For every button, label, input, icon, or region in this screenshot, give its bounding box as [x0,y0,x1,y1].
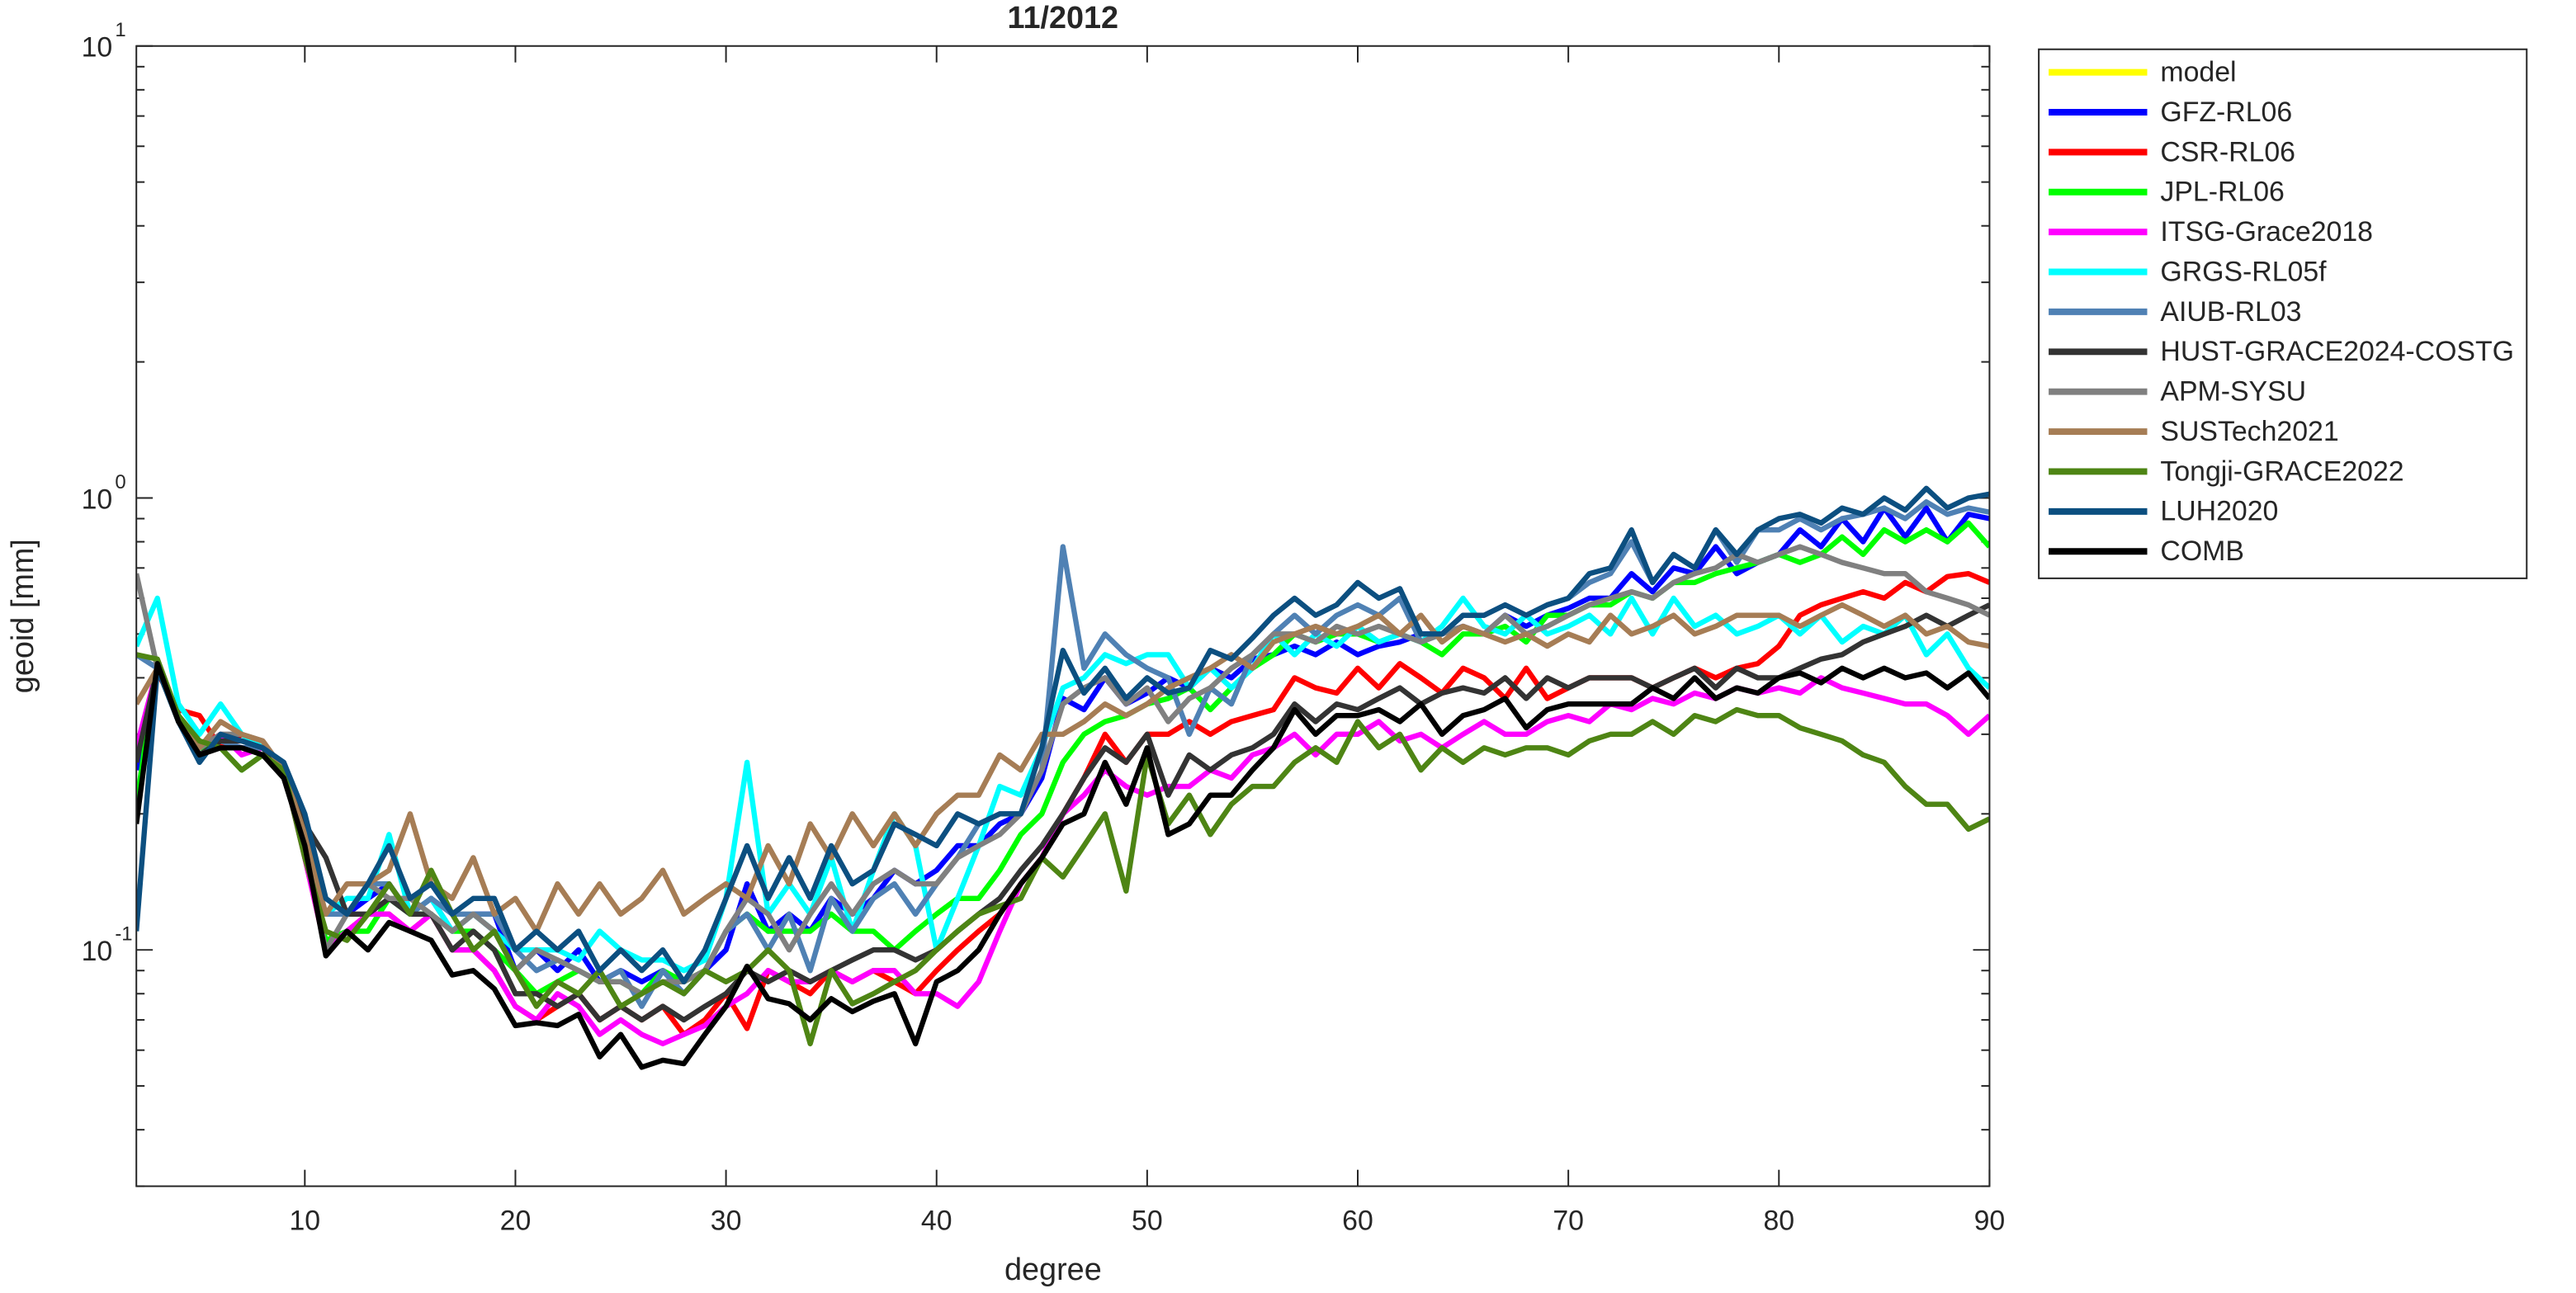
legend-label: model [2160,57,2236,88]
legend-label: LUH2020 [2160,496,2278,527]
series-line [136,661,1990,1070]
x-tick-label: 30 [711,1205,742,1236]
series-line [136,544,1990,997]
x-tick-label: 80 [1763,1205,1794,1236]
y-tick-label: 10 [82,484,113,515]
axes-box [135,45,1991,1187]
legend-label: SUSTech2021 [2160,416,2338,447]
legend-label: Tongji-GRACE2022 [2160,455,2403,487]
x-tick-label: 60 [1342,1205,1373,1236]
x-tick-label: 70 [1553,1205,1584,1236]
x-tick-label: 50 [1132,1205,1163,1236]
series-line [136,602,1990,1023]
x-tick-label: 10 [289,1205,320,1236]
legend-label: HUST-GRACE2024-COSTG [2160,336,2514,367]
x-tick-label: 40 [921,1205,952,1236]
chart-title: 11/2012 [1008,1,1119,35]
y-axis-label: geoid [mm] [6,539,40,693]
legend-label: AIUB-RL03 [2160,296,2301,328]
legend-label: GFZ-RL06 [2160,97,2292,128]
y-tick-exponent: 1 [115,19,125,41]
legend-label: JPL-RL06 [2160,177,2284,208]
y-tick-label: 10 [82,936,113,967]
y-tick-exponent: 0 [115,471,125,493]
series-line [136,595,1990,974]
x-tick-label: 90 [1974,1205,2006,1236]
x-tick-label: 20 [500,1205,532,1236]
y-tick-exponent: -1 [115,923,132,946]
legend-label: APM-SYSU [2160,376,2306,408]
legend-label: CSR-RL06 [2160,136,2295,168]
legend-label: GRGS-RL05f [2160,256,2327,287]
legend-label: COMB [2160,536,2243,567]
legend-label: ITSG-Grace2018 [2160,216,2373,248]
y-tick-label: 10 [82,32,113,64]
series-line [136,485,1990,985]
x-axis-label: degree [1004,1253,1102,1287]
